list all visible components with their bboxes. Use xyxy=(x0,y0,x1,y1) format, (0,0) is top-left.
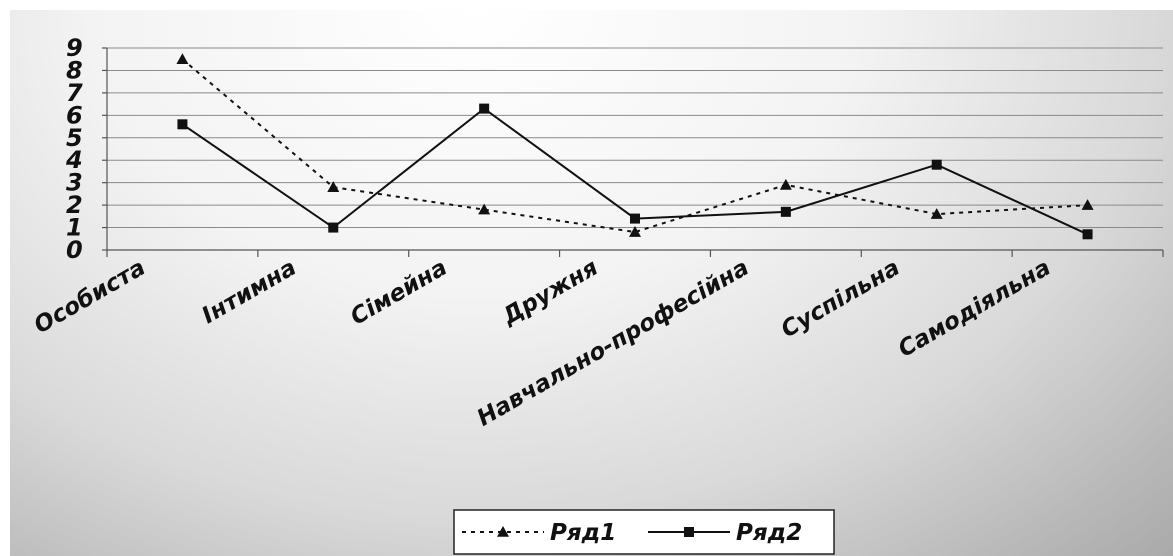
x-tick-label: Дружня xyxy=(497,255,602,331)
data-point-triangle xyxy=(478,203,491,215)
data-point-square xyxy=(630,213,640,224)
y-tick-label: 1 xyxy=(66,214,83,242)
legend-item-2: Ряд2 xyxy=(648,520,802,546)
data-point-triangle xyxy=(1081,199,1094,210)
data-point-triangle xyxy=(327,181,340,192)
data-point-triangle xyxy=(930,208,943,219)
legend: Ряд1 Ряд2 xyxy=(453,509,835,555)
legend-label: Ряд1 xyxy=(550,520,616,546)
series-1 xyxy=(176,53,1094,237)
legend-item-1: Ряд1 xyxy=(462,520,616,546)
data-point-square xyxy=(684,527,694,537)
x-tick-label: Сімейна xyxy=(346,255,451,331)
y-tick-label: 8 xyxy=(66,56,83,84)
y-tick-label: 9 xyxy=(66,34,83,62)
data-point-square xyxy=(328,222,339,233)
data-point-square xyxy=(479,103,490,114)
y-tick-label: 7 xyxy=(66,79,83,107)
series-2 xyxy=(177,103,1093,240)
axes xyxy=(102,47,1164,257)
data-point-triangle xyxy=(779,178,792,190)
x-tick-label: Суспільна xyxy=(777,255,904,344)
legend-label: Ряд2 xyxy=(736,520,802,546)
data-point-square xyxy=(1082,229,1093,240)
y-tick-label: 6 xyxy=(66,101,83,129)
data-point-triangle xyxy=(629,226,641,237)
series-line xyxy=(181,58,1088,234)
data-point-triangle xyxy=(176,53,189,65)
x-tick-label: Особиста xyxy=(30,255,150,339)
y-tick-label: 4 xyxy=(65,146,83,174)
gridlines xyxy=(107,47,1163,229)
data-point-square xyxy=(177,119,188,130)
y-tick-label: 3 xyxy=(66,169,83,197)
x-tick-label: Інтимна xyxy=(198,255,301,330)
data-point-square xyxy=(780,206,791,217)
y-tick-label: 0 xyxy=(66,236,83,264)
x-tick-label: Навчально-професійна xyxy=(473,255,754,432)
y-tick-label: 5 xyxy=(66,124,83,152)
series-group xyxy=(176,53,1094,240)
x-tick-labels: Особиста Інтимна Сімейна ДружняНавчально-пр… xyxy=(30,255,1055,432)
y-tick-label: 2 xyxy=(66,191,83,219)
data-point-square xyxy=(931,159,942,170)
data-point-triangle xyxy=(497,526,509,537)
x-tick-label: Самодіяльна xyxy=(894,255,1055,363)
